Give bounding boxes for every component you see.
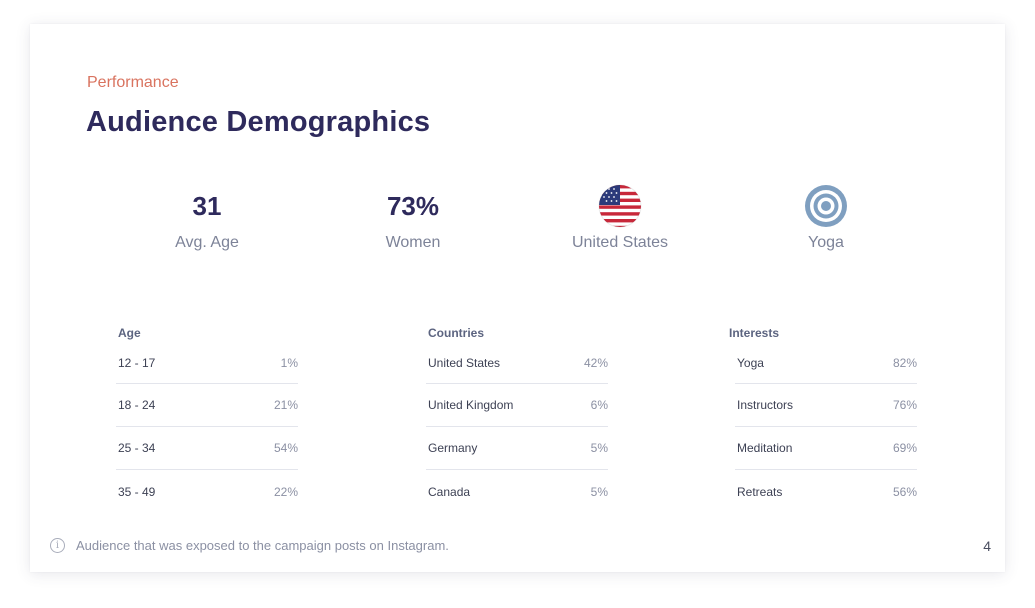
table-row: United Kingdom 6% xyxy=(426,384,608,427)
kpi-top-interest-label: Yoga xyxy=(808,234,844,251)
row-value: 1% xyxy=(280,356,298,370)
countries-table: Countries United States 42% United Kingd… xyxy=(426,326,608,513)
kpi-women-label: Women xyxy=(385,234,441,251)
kpi-avg-age-label: Avg. Age xyxy=(175,234,239,251)
row-value: 5% xyxy=(590,484,608,499)
kpi-top-interest: Yoga xyxy=(726,184,926,252)
row-value: 82% xyxy=(892,356,917,370)
row-value: 21% xyxy=(273,398,298,412)
row-label: Meditation xyxy=(737,441,793,455)
row-label: Yoga xyxy=(737,356,764,370)
row-value: 42% xyxy=(583,356,608,370)
age-table: Age 12 - 17 1% 18 - 24 21% 25 - 34 54% 3… xyxy=(116,326,298,513)
row-label: Retreats xyxy=(737,484,783,499)
row-label: United States xyxy=(428,356,501,370)
table-row: 18 - 24 21% xyxy=(116,384,298,427)
table-row: Yoga 82% xyxy=(735,354,917,384)
table-row: 25 - 34 54% xyxy=(116,427,298,470)
page-number: 4 xyxy=(983,538,991,554)
countries-table-heading: Countries xyxy=(428,326,485,340)
row-label: Instructors xyxy=(737,398,794,412)
kpi-avg-age-value: 31 xyxy=(192,191,222,221)
table-row: Germany 5% xyxy=(426,427,608,470)
row-label: United Kingdom xyxy=(428,398,514,412)
info-icon: i xyxy=(50,538,65,553)
kpi-top-country-label: United States xyxy=(571,234,669,251)
footnote-text: Audience that was exposed to the campaig… xyxy=(76,538,449,553)
row-value: 76% xyxy=(892,398,917,412)
row-label: 35 - 49 xyxy=(118,484,156,499)
row-label: Canada xyxy=(428,484,471,499)
target-icon xyxy=(726,184,926,228)
footnote: i Audience that was exposed to the campa… xyxy=(50,538,449,553)
interests-table: Interests Yoga 82% Instructors 76% Medit… xyxy=(729,326,917,513)
row-value: 5% xyxy=(590,441,608,455)
slide-card: Performance Audience Demographics 31 Avg… xyxy=(30,24,1005,572)
age-table-heading: Age xyxy=(118,326,141,340)
us-flag-icon xyxy=(520,184,720,228)
interests-table-heading: Interests xyxy=(729,326,780,340)
row-label: 25 - 34 xyxy=(118,441,156,455)
row-value: 54% xyxy=(273,441,298,455)
table-row: 12 - 17 1% xyxy=(116,354,298,384)
table-row: Meditation 69% xyxy=(735,427,917,470)
kpi-avg-age: 31 Avg. Age xyxy=(107,184,307,252)
row-value: 22% xyxy=(273,484,298,499)
row-value: 6% xyxy=(590,398,608,412)
table-row: Instructors 76% xyxy=(735,384,917,427)
row-label: 12 - 17 xyxy=(118,356,156,370)
kpi-top-country: United States xyxy=(520,184,720,252)
section-eyebrow: Performance xyxy=(87,74,179,91)
table-row: Retreats 56% xyxy=(735,470,917,513)
kpi-women: 73% Women xyxy=(313,184,513,252)
row-value: 69% xyxy=(892,441,917,455)
row-value: 56% xyxy=(892,484,917,499)
table-row: United States 42% xyxy=(426,354,608,384)
table-row: Canada 5% xyxy=(426,470,608,513)
kpi-women-value: 73% xyxy=(386,191,440,221)
page-title: Audience Demographics xyxy=(86,106,431,138)
row-label: Germany xyxy=(428,441,478,455)
table-row: 35 - 49 22% xyxy=(116,470,298,513)
row-label: 18 - 24 xyxy=(118,398,156,412)
